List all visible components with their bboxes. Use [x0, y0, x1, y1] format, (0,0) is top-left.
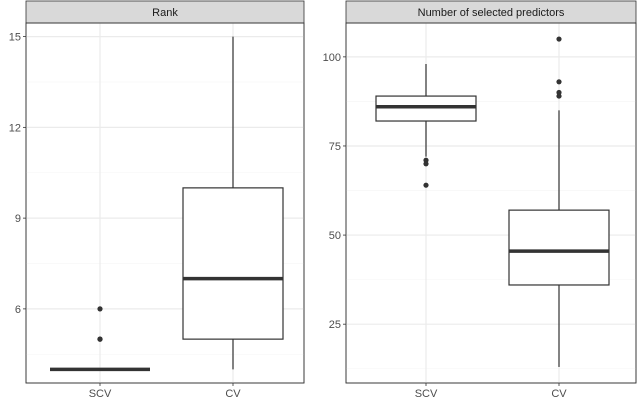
x-tick-label: CV [551, 388, 567, 400]
x-tick-label: SCV [415, 388, 438, 400]
y-tick-label: 50 [329, 230, 341, 242]
x-tick-label: SCV [89, 388, 112, 400]
outlier-point [423, 157, 429, 163]
outlier-point [423, 161, 429, 167]
panel-1: Rank 6 9 12 15 SCV CV [9, 0, 305, 400]
facet-title: Rank [152, 7, 178, 19]
outlier-point [556, 79, 562, 85]
y-tick-label: 25 [329, 319, 341, 331]
iqr-box [182, 187, 284, 340]
y-tick-label: 75 [329, 141, 341, 153]
y-tick-label: 15 [9, 32, 21, 44]
box-cv [508, 36, 610, 367]
box-cv [182, 36, 284, 370]
outlier-point [556, 36, 562, 42]
panel-2: Number of selected predictors 25 50 75 100 SC… [323, 0, 637, 400]
box-scv [375, 63, 477, 188]
box-scv [50, 306, 150, 372]
facet-title: Number of selected predictors [418, 7, 565, 19]
panel-border [345, 22, 637, 384]
y-tick-label: 100 [323, 52, 341, 64]
outlier-point [556, 93, 562, 99]
y-tick-label: 12 [9, 122, 21, 134]
iqr-box [508, 209, 610, 286]
outlier-point [423, 182, 429, 188]
outlier-point [556, 89, 562, 96]
outlier-point [97, 306, 103, 312]
outlier-point [97, 336, 103, 342]
y-tick-label: 6 [15, 304, 21, 316]
x-tick-label: CV [225, 388, 241, 400]
panel-background [345, 22, 637, 384]
y-tick-label: 9 [15, 213, 21, 225]
panel-border [25, 22, 305, 384]
